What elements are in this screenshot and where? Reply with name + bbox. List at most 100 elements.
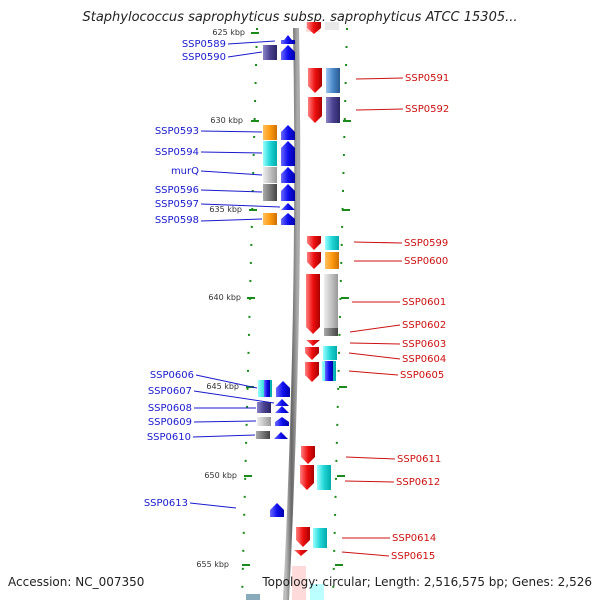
gene-ssp0614-arrow[interactable] [296, 527, 310, 547]
label-ssp0612[interactable]: SSP0612 [396, 477, 440, 488]
leader-ssp0611 [345, 456, 396, 460]
gene-ssp0590-arrow[interactable] [281, 45, 295, 60]
gene-ssp0606-cog2[interactable] [264, 380, 270, 397]
leader-ssp0590 [227, 51, 263, 58]
gene-ssp0605-arrow[interactable] [305, 362, 319, 382]
label-ssp0596[interactable]: SSP0596 [155, 185, 199, 196]
label-ssp0599[interactable]: SSP0599 [404, 238, 448, 249]
gene-ssp0612-arrow[interactable] [300, 465, 314, 490]
gene-ssp0592-cog[interactable] [326, 97, 340, 123]
gene-ssp0597-arrow[interactable] [281, 203, 295, 210]
label-ssp0590[interactable]: SSP0590 [182, 52, 226, 63]
label-ssp0615[interactable]: SSP0615 [391, 551, 435, 562]
gene-ssp0598-arrow[interactable] [281, 213, 295, 225]
label-ssp0604[interactable]: SSP0604 [402, 354, 446, 365]
label-murq[interactable]: murQ [171, 166, 199, 177]
kbp-tick-label: 640 kbp [208, 293, 241, 302]
label-ssp0605[interactable]: SSP0605 [400, 370, 444, 381]
gene-ssp0601-cog[interactable] [324, 274, 338, 328]
leader-ssp0594 [200, 151, 263, 154]
gene-ssp0610-arrow[interactable] [274, 432, 288, 439]
gene-ssp0608-cog[interactable] [257, 402, 271, 413]
label-ssp0607[interactable]: SSP0607 [148, 386, 192, 397]
gene-ssp0601-arrow[interactable] [306, 274, 320, 334]
gene-cut-bottom [292, 566, 306, 600]
gene-ssp0599-cog[interactable] [325, 236, 339, 250]
gene-ssp0600-arrow[interactable] [307, 252, 321, 269]
label-ssp0602[interactable]: SSP0602 [402, 320, 446, 331]
gene-ssp0591-arrow[interactable] [308, 68, 322, 93]
leader-ssp0593 [200, 130, 263, 133]
cut-gene-top-2 [325, 22, 339, 30]
gene-ssp0605-cog2[interactable] [325, 361, 333, 381]
leader-ssp0604 [348, 352, 401, 360]
kbp-tick-label: 630 kbp [210, 116, 243, 125]
gene-ssp0600-cog[interactable] [325, 252, 339, 269]
leader-ssp0613 [189, 502, 237, 509]
gene-ssp0598-cog[interactable] [263, 213, 277, 225]
label-ssp0606[interactable]: SSP0606 [150, 370, 194, 381]
label-ssp0601[interactable]: SSP0601 [402, 297, 446, 308]
gene-ssp0603-arrow[interactable] [306, 340, 320, 346]
label-ssp0593[interactable]: SSP0593 [155, 126, 199, 137]
kbp-tick-label: 650 kbp [204, 471, 237, 480]
gene-murq-cog[interactable] [263, 167, 277, 183]
gene-ssp0593-cog[interactable] [263, 125, 277, 140]
gene-ssp0592-arrow[interactable] [308, 97, 322, 123]
gene-ssp0591-cog[interactable] [326, 68, 340, 93]
gene-ssp0596-cog[interactable] [263, 184, 277, 201]
map-title: Staphylococcus saprophyticus subsp. sapr… [82, 10, 518, 25]
gene-ssp0613-arrow[interactable] [270, 503, 284, 517]
label-ssp0592[interactable]: SSP0592 [405, 104, 449, 115]
label-ssp0613[interactable]: SSP0613 [144, 498, 188, 509]
gene-ssp0609-arrow[interactable] [275, 417, 289, 426]
inner-ring [241, 27, 258, 600]
gene-ssp0615-arrow[interactable] [294, 550, 308, 556]
gene-ssp0608-arrow[interactable] [275, 406, 289, 413]
label-ssp0591[interactable]: SSP0591 [405, 73, 449, 84]
gene-ssp0599-arrow[interactable] [307, 236, 321, 250]
gene-ssp0607-arrow[interactable] [275, 399, 289, 406]
gene-cut-top-arrow [307, 22, 321, 34]
label-ssp0609[interactable]: SSP0609 [148, 417, 192, 428]
gene-ssp0594-arrow[interactable] [281, 141, 295, 166]
label-ssp0608[interactable]: SSP0608 [148, 403, 192, 414]
label-ssp0598[interactable]: SSP0598 [155, 215, 199, 226]
gene-ssp0589-body[interactable] [281, 40, 295, 44]
leader-ssp0607 [193, 390, 275, 404]
label-ssp0603[interactable]: SSP0603 [402, 339, 446, 350]
gene-ssp0604-cog[interactable] [323, 346, 337, 360]
gene-ssp0602-cog[interactable] [324, 328, 338, 336]
label-ssp0614[interactable]: SSP0614 [392, 533, 436, 544]
gene-ssp0604-arrow[interactable] [305, 347, 319, 360]
kbp-tick-label: 625 kbp [212, 28, 245, 37]
label-ssp0600[interactable]: SSP0600 [404, 256, 448, 267]
reverse-labels: SSP0591 SSP0592 SSP0599 SSP0600 SSP0601 … [341, 73, 449, 562]
accession-text: Accession: NC_007350 [8, 575, 145, 589]
leader-ssp0615 [341, 551, 390, 557]
label-ssp0594[interactable]: SSP0594 [155, 147, 199, 158]
gene-ssp0596-arrow[interactable] [281, 184, 295, 201]
label-ssp0611[interactable]: SSP0611 [397, 454, 441, 465]
label-ssp0589[interactable]: SSP0589 [182, 39, 226, 50]
label-ssp0610[interactable]: SSP0610 [147, 432, 191, 443]
leader-ssp0589 [227, 40, 276, 45]
kbp-tick-label: 655 kbp [196, 560, 229, 569]
label-ssp0597[interactable]: SSP0597 [155, 199, 199, 210]
leader-ssp0592 [355, 108, 404, 111]
gene-ssp0593-arrow[interactable] [281, 125, 295, 140]
gene-ssp0611-arrow[interactable] [301, 446, 315, 464]
gene-ssp0609-cog[interactable] [257, 417, 271, 426]
genome-backbone [283, 27, 301, 600]
gene-ssp0590-cog[interactable] [263, 45, 277, 60]
gene-ssp0610-cog[interactable] [256, 431, 270, 439]
leader-ssp0612 [344, 480, 395, 483]
gene-ssp0612-cog[interactable] [317, 465, 331, 490]
gene-ssp0606-arrow[interactable] [276, 381, 290, 397]
gene-ssp0594-cog[interactable] [263, 141, 277, 166]
gene-cut-bottom-3 [246, 594, 260, 600]
gene-murq-arrow[interactable] [281, 167, 295, 183]
leader-murq [200, 170, 263, 176]
gene-ssp0614-cog[interactable] [313, 528, 327, 548]
